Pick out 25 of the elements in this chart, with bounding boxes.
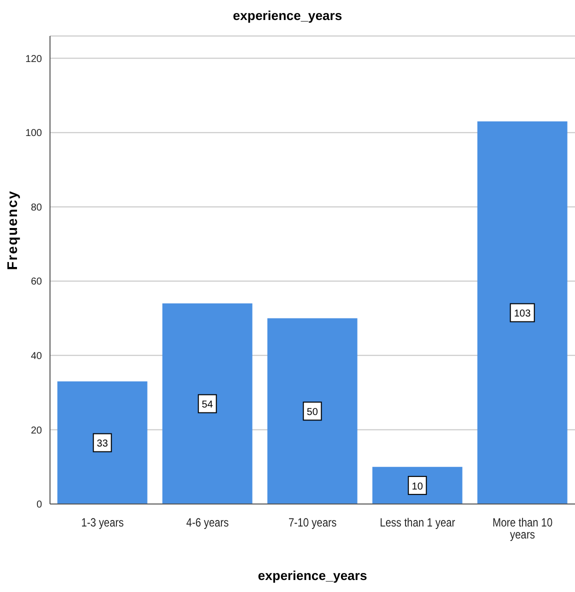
bar <box>372 466 462 504</box>
data-label: 50 <box>306 407 318 418</box>
x-tick-label: 4-6 years <box>186 516 230 530</box>
y-tick-label: 100 <box>25 128 42 140</box>
y-tick-label: 20 <box>30 425 42 436</box>
bar <box>162 303 252 504</box>
data-label: 54 <box>202 400 214 411</box>
chart-title: experience_years <box>232 8 344 23</box>
x-tick-label: More than 10 years <box>492 516 553 542</box>
data-label: 10 <box>412 481 424 492</box>
bar <box>57 381 148 504</box>
y-tick-label: 120 <box>25 54 42 65</box>
bar <box>267 318 358 504</box>
y-tick-label: 80 <box>30 202 42 214</box>
data-label: 103 <box>514 308 532 320</box>
x-tick-label: 7-10 years <box>288 516 338 530</box>
bar <box>477 121 568 504</box>
y-tick-label: 60 <box>30 276 42 288</box>
x-tick-label: 1-3 years <box>81 516 124 530</box>
y-tick-label: 40 <box>30 350 42 362</box>
y-axis-title: Frequency <box>4 190 20 270</box>
x-axis-title: experience_years <box>258 568 368 583</box>
x-tick-label: Less than 1 year <box>380 516 456 530</box>
data-label: 33 <box>96 438 108 450</box>
y-tick-label: 0 <box>36 500 42 511</box>
